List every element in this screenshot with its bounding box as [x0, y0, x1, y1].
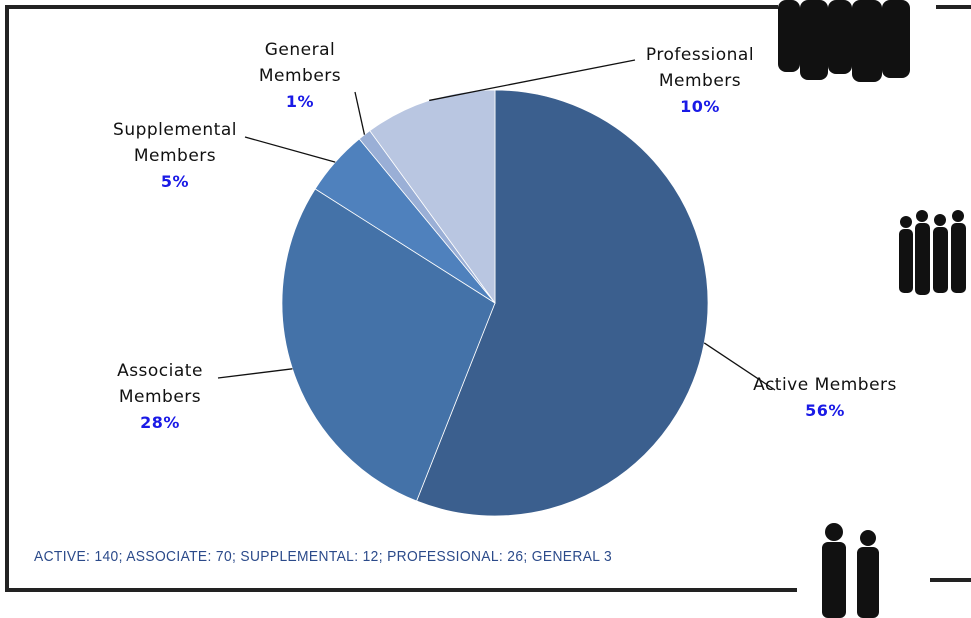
silhouette-pair [822, 523, 879, 618]
category-label: Professional Members [625, 42, 775, 94]
value-label: 28% [85, 410, 235, 436]
footnote: ACTIVE: 140; ASSOCIATE: 70; SUPPLEMENTAL… [34, 548, 612, 565]
value-label: 56% [750, 398, 900, 424]
category-label: General Members [225, 37, 375, 89]
value-label: 1% [225, 89, 375, 115]
value-label: 5% [100, 169, 250, 195]
value-label: 10% [625, 94, 775, 120]
chart [0, 0, 971, 618]
leader-line [245, 137, 335, 162]
silhouette-group [778, 0, 910, 82]
category-label: Active Members [750, 372, 900, 398]
page: Active Members56% Associate Members28% Sup… [0, 0, 971, 618]
category-label: Supplemental Members [100, 117, 250, 169]
category-label: Associate Members [85, 358, 235, 410]
silhouette-group [899, 210, 966, 295]
